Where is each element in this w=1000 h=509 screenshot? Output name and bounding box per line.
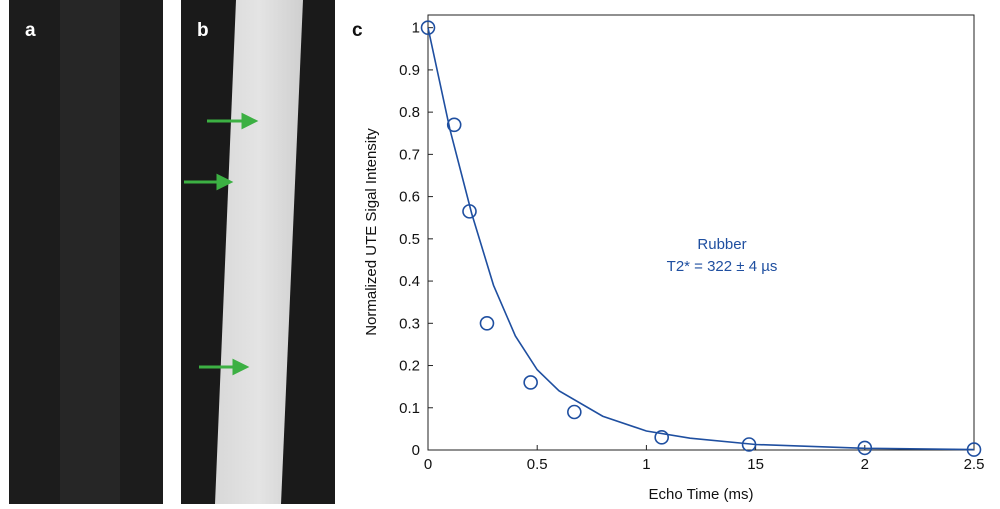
data-point	[966, 442, 982, 457]
y-tick-label: 0.8	[399, 104, 420, 121]
y-tick-label: 0.4	[399, 273, 420, 290]
x-tick-label: 1	[642, 456, 650, 473]
x-tick-label: 0	[424, 456, 432, 473]
data-point	[523, 375, 538, 390]
panel-label: b	[197, 20, 209, 41]
y-tick-label: 0.2	[399, 358, 420, 375]
y-tick-label: 0	[412, 442, 420, 459]
y-tick-label: 1	[412, 20, 420, 37]
annotation: T2* = 322 ± 4 µs	[667, 258, 778, 275]
data-point	[479, 316, 495, 331]
image-a-texture	[60, 0, 120, 504]
y-tick-label: 0.3	[399, 315, 420, 332]
panel-label: a	[25, 20, 36, 41]
x-tick-label: 2.5	[964, 456, 985, 473]
arrows	[184, 112, 259, 376]
annotation: Rubber	[697, 236, 746, 253]
data-point	[857, 440, 873, 456]
plot-frame	[427, 14, 975, 451]
data-point	[420, 20, 436, 35]
y-tick-label: 0.6	[399, 189, 420, 206]
x-tick-label: 0.5	[527, 456, 548, 473]
data-point	[654, 430, 669, 445]
x-tick-label: 15	[747, 456, 764, 473]
y-tick-label: 0.5	[399, 231, 420, 248]
x-tick-label: 2	[861, 456, 869, 473]
data-point	[741, 437, 757, 452]
y-tick-label: 0.9	[399, 62, 420, 79]
y-tick-label: 0.1	[399, 400, 420, 417]
data-point	[462, 204, 477, 219]
y-axis-label: Normalized UTE Sigal Intensity	[363, 128, 380, 336]
fit-curve	[427, 27, 975, 451]
image-b-stripe	[215, 0, 303, 504]
data-point	[567, 404, 582, 420]
panel-label: c	[352, 20, 363, 41]
x-axis-label: Echo Time (ms)	[648, 486, 753, 503]
data-point	[446, 117, 462, 133]
y-tick-label: 0.7	[399, 146, 420, 163]
